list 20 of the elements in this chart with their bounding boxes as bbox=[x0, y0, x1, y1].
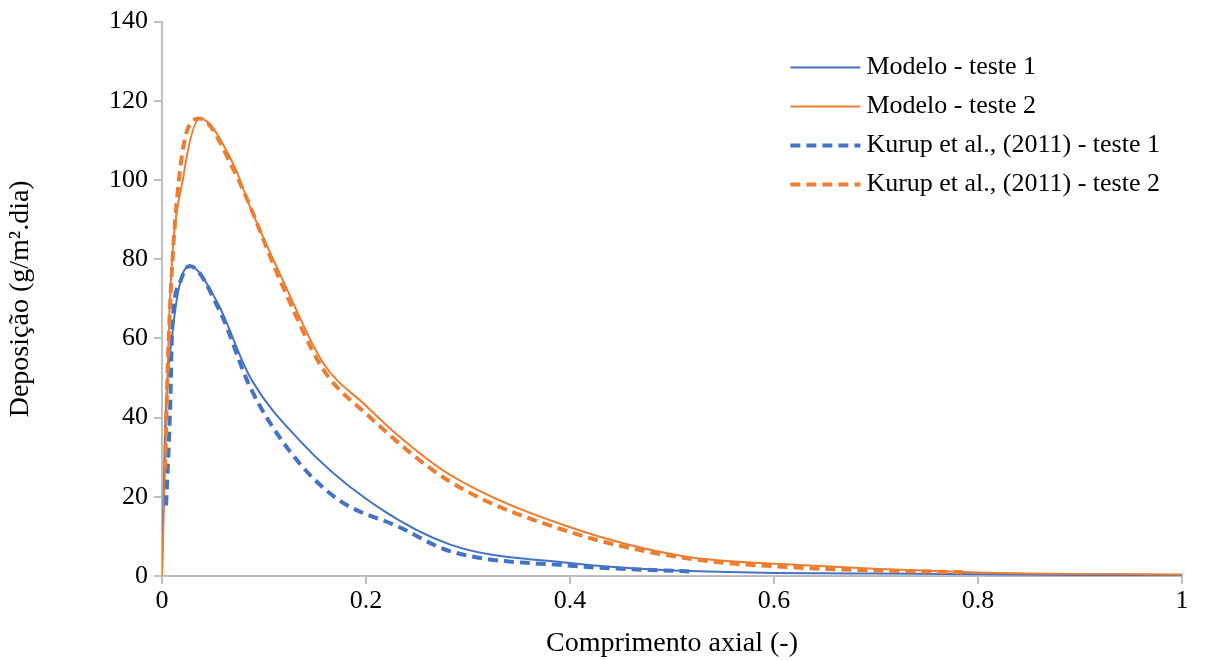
x-tick-label: 1 bbox=[1175, 585, 1189, 615]
legend-label: Kurup et al., (2011) - teste 1 bbox=[866, 129, 1161, 159]
x-axis-title: Comprimento axial (-) bbox=[546, 625, 798, 657]
y-axis-title: Deposição (g/m².dia) bbox=[3, 180, 35, 418]
y-tick-label: 140 bbox=[109, 5, 148, 35]
x-tick-label: 0 bbox=[155, 585, 169, 615]
x-tick-label: 0.4 bbox=[553, 585, 587, 615]
legend-label: Modelo - teste 1 bbox=[866, 51, 1037, 81]
y-tick-label: 80 bbox=[122, 243, 148, 273]
x-tick-label: 0.6 bbox=[757, 585, 791, 615]
y-tick-label: 100 bbox=[109, 163, 148, 193]
y-tick-label: 40 bbox=[122, 401, 148, 431]
y-tick-label: 120 bbox=[109, 84, 148, 114]
y-tick-label: 60 bbox=[122, 322, 148, 352]
x-tick-label: 0.8 bbox=[961, 585, 995, 615]
legend-label: Kurup et al., (2011) - teste 2 bbox=[866, 168, 1161, 198]
legend-label: Modelo - teste 2 bbox=[866, 90, 1037, 120]
y-tick-label: 0 bbox=[135, 559, 148, 589]
x-tick-label: 0.2 bbox=[349, 585, 383, 615]
y-tick-label: 20 bbox=[122, 480, 148, 510]
